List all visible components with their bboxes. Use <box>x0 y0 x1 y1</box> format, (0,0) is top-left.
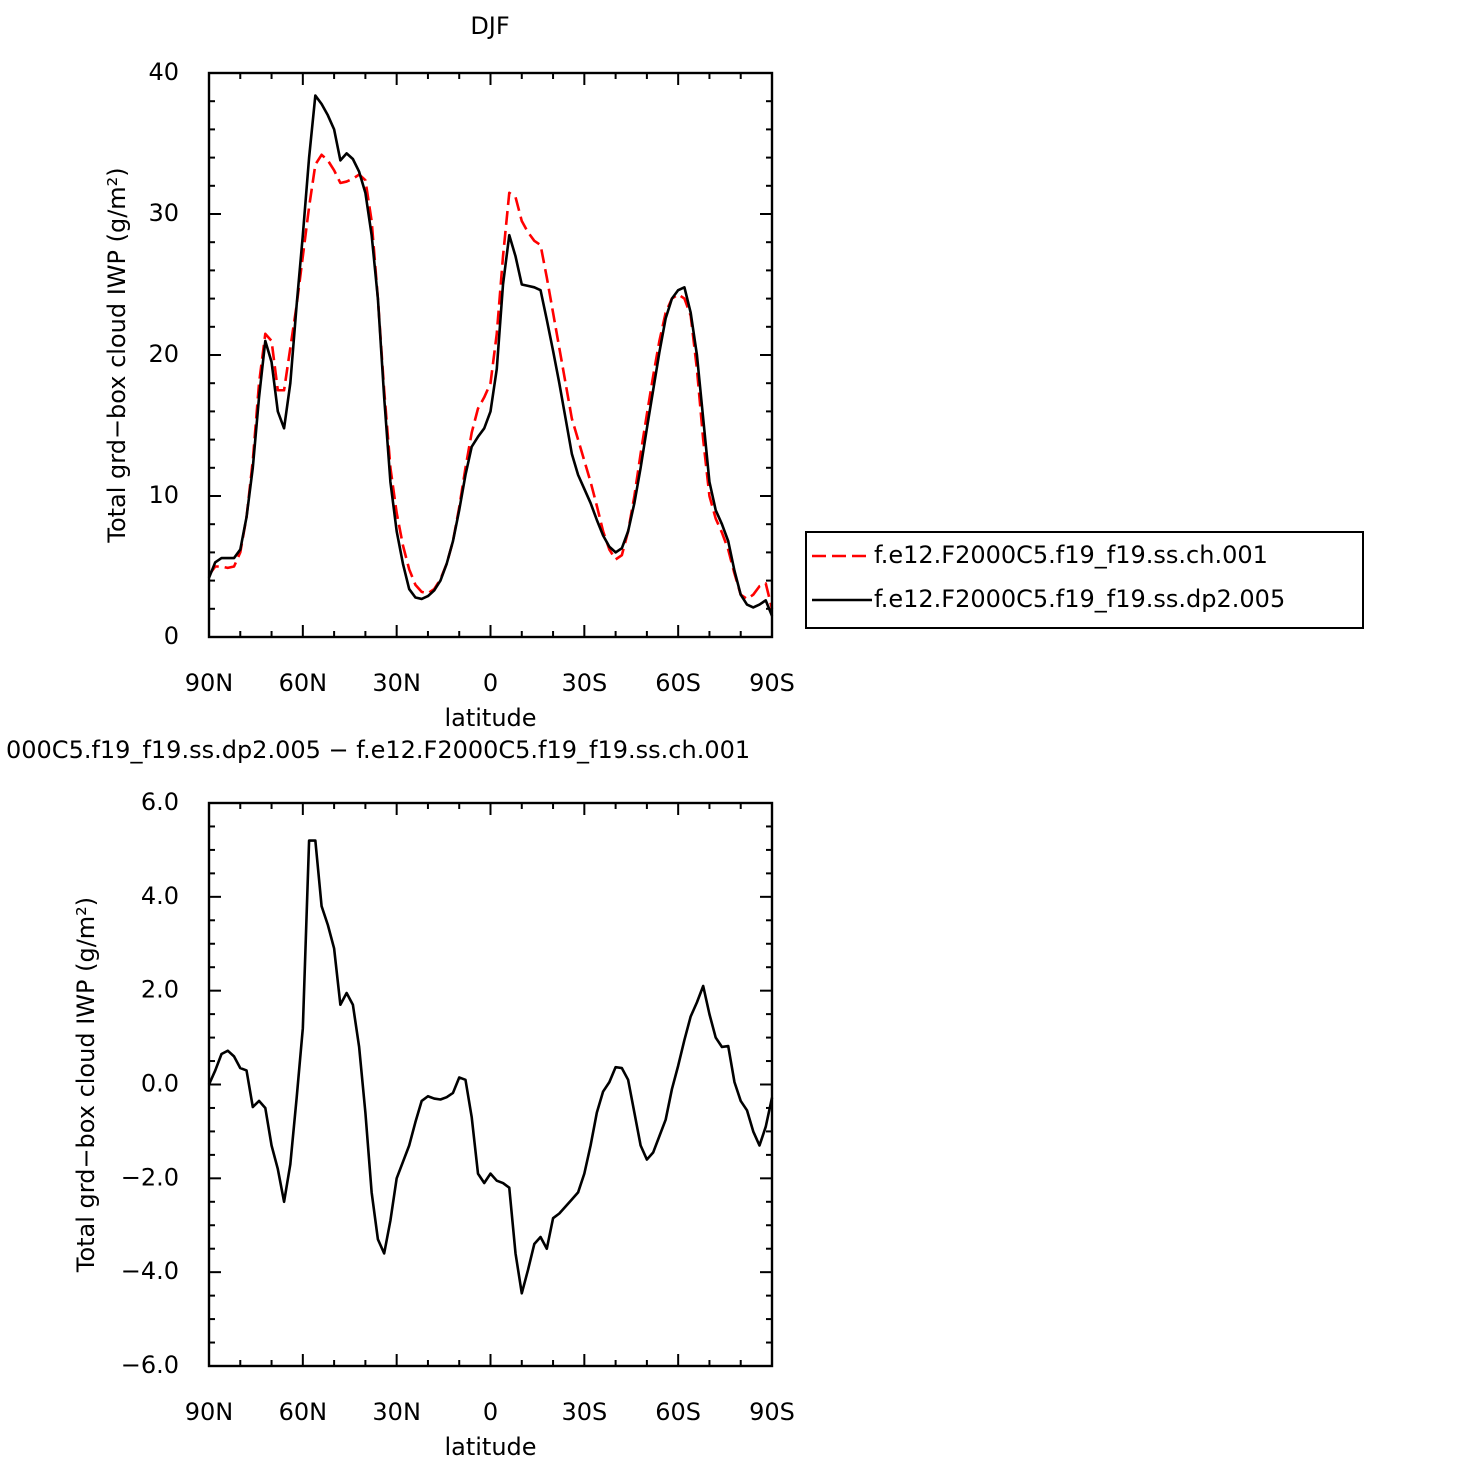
x-tick-label: 60N <box>279 669 328 697</box>
data-line <box>207 839 774 1295</box>
y-axis-label: Total grd−box cloud IWP (g/m²) <box>72 897 100 1273</box>
x-tick-label: 0 <box>483 669 498 697</box>
x-tick-label: 30S <box>561 1398 607 1426</box>
y-tick-label: 6.0 <box>141 788 179 816</box>
y-tick-label: 0.0 <box>141 1070 179 1098</box>
x-axis-label: latitude <box>444 1433 536 1461</box>
y-tick-label: 4.0 <box>141 882 179 910</box>
x-axis-label: latitude <box>444 704 536 732</box>
plot-frame <box>207 801 774 1368</box>
x-tick-label: 60S <box>655 1398 701 1426</box>
y-tick-label: −6.0 <box>121 1351 179 1379</box>
x-tick-label: 30N <box>372 669 421 697</box>
y-axis-label: Total grd−box cloud IWP (g/m²) <box>103 167 131 543</box>
y-tick-label: 20 <box>148 340 179 368</box>
plot-frame <box>207 71 774 639</box>
legend-label: f.e12.F2000C5.f19_f19.ss.dp2.005 <box>874 585 1285 613</box>
data-line <box>207 153 774 610</box>
legend-label: f.e12.F2000C5.f19_f19.ss.ch.001 <box>874 541 1268 569</box>
data-line <box>207 94 774 617</box>
y-tick-label: 10 <box>148 481 179 509</box>
x-tick-label: 30N <box>372 1398 421 1426</box>
x-tick-label: 90S <box>749 669 795 697</box>
y-tick-label: −2.0 <box>121 1163 179 1191</box>
y-tick-label: 40 <box>148 58 179 86</box>
legend-box <box>805 531 1364 629</box>
x-tick-label: 90N <box>185 1398 234 1426</box>
x-tick-label: 30S <box>561 669 607 697</box>
x-tick-label: 0 <box>483 1398 498 1426</box>
x-tick-label: 90N <box>185 669 234 697</box>
x-tick-label: 60N <box>279 1398 328 1426</box>
y-tick-label: −4.0 <box>121 1257 179 1285</box>
chart-title: 000C5.f19_f19.ss.dp2.005 − f.e12.F2000C5… <box>6 736 750 764</box>
y-tick-label: 30 <box>148 199 179 227</box>
x-tick-label: 90S <box>749 1398 795 1426</box>
y-tick-label: 2.0 <box>141 976 179 1004</box>
y-tick-label: 0 <box>164 622 179 650</box>
x-tick-label: 60S <box>655 669 701 697</box>
chart-title: DJF <box>470 12 509 40</box>
